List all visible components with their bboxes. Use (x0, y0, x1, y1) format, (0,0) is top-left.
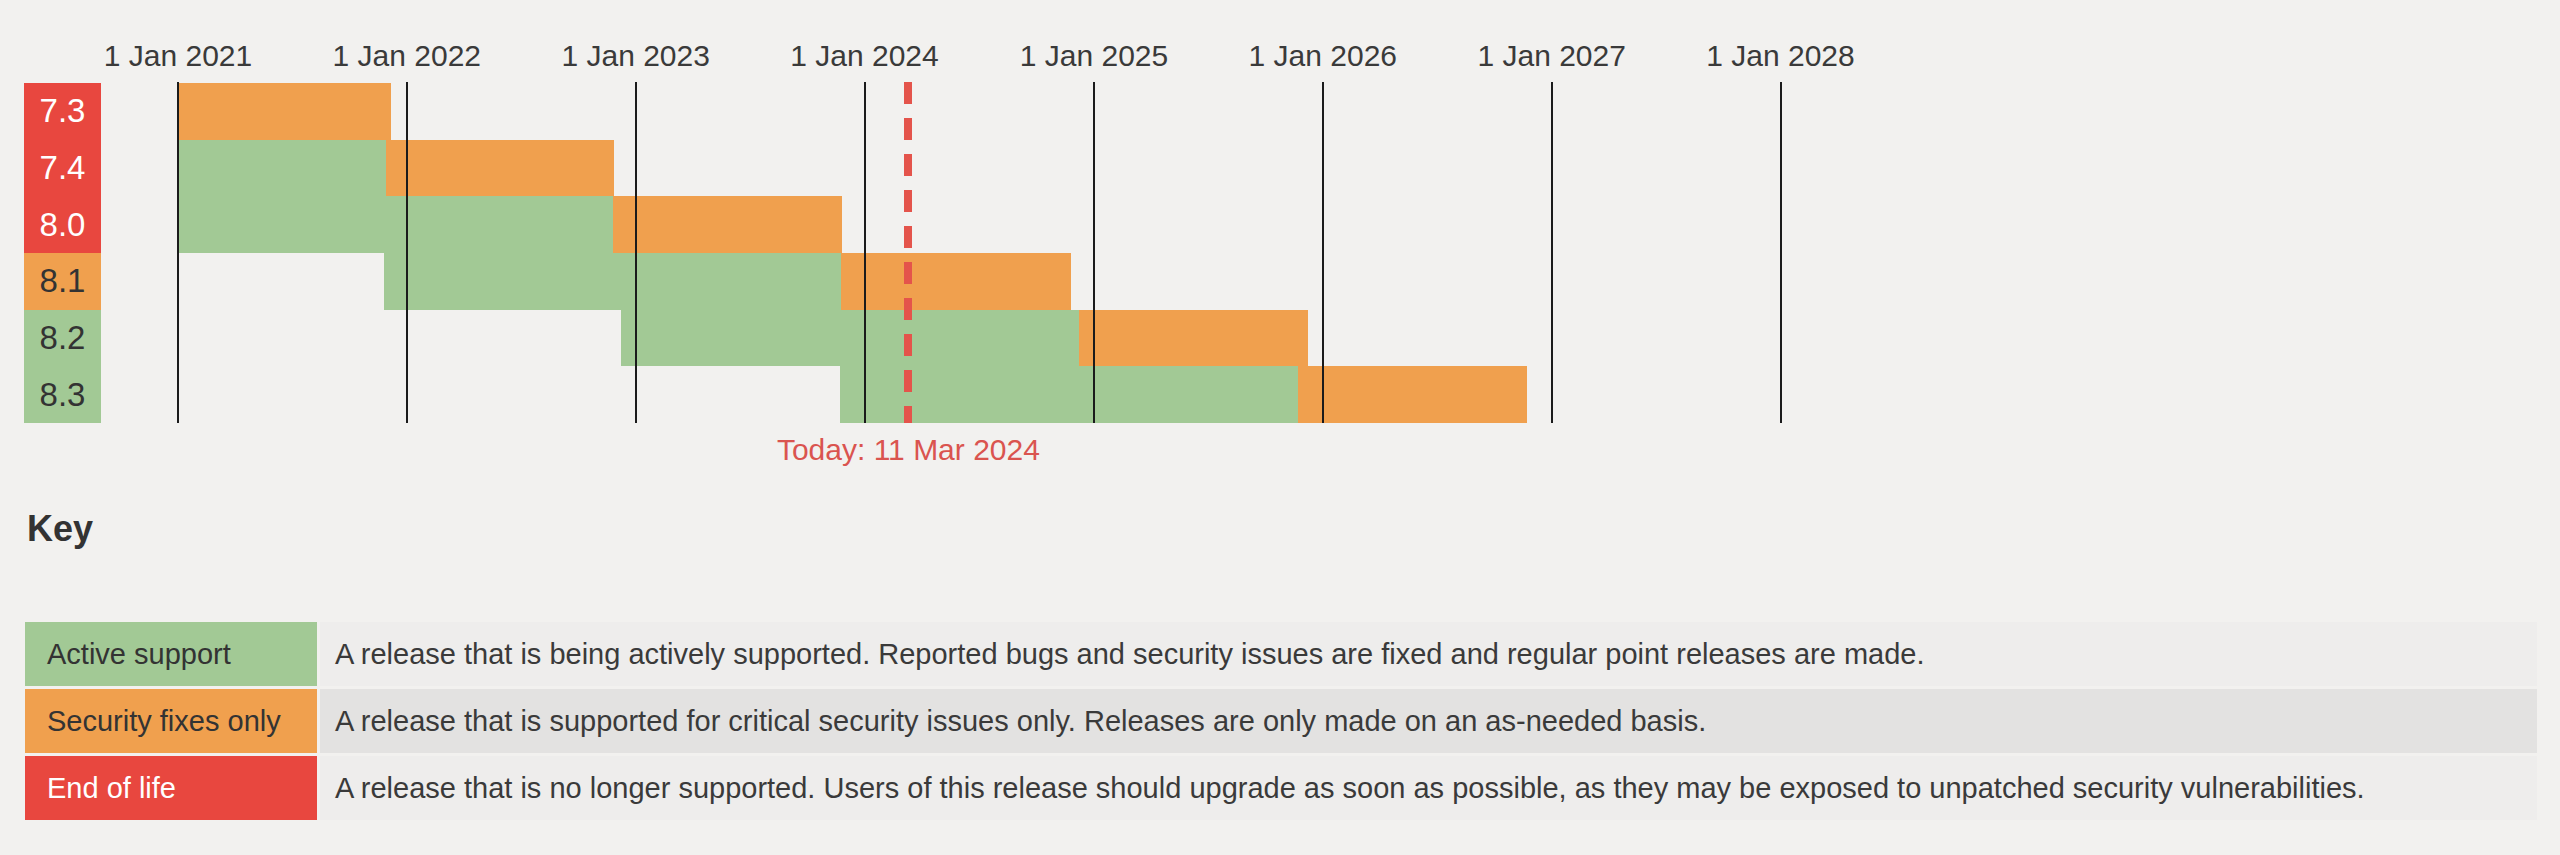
axis-tick-label: 1 Jan 2023 (561, 36, 709, 76)
bar-segment-security-7.3 (178, 83, 391, 140)
bar-segment-security-8.1 (841, 253, 1070, 310)
bar-segment-active-7.4 (178, 140, 386, 197)
version-label-8.0: 8.0 (24, 196, 101, 253)
axis-tick-label: 1 Jan 2028 (1706, 36, 1854, 76)
version-label-8.1: 8.1 (24, 253, 101, 310)
key-swatch-label-security: Security fixes only (25, 689, 317, 753)
axis-gridline (177, 82, 179, 423)
axis-gridline (635, 82, 637, 423)
axis-tick-label: 1 Jan 2022 (333, 36, 481, 76)
axis-tick-label: 1 Jan 2021 (104, 36, 252, 76)
key-title: Key (27, 508, 93, 550)
version-label-7.3: 7.3 (24, 83, 101, 140)
bar-segment-active-8.1 (384, 253, 842, 310)
axis-tick-label: 1 Jan 2026 (1249, 36, 1397, 76)
key-swatch-label-active: Active support (25, 622, 317, 686)
today-marker-label: Today: 11 Mar 2024 (777, 432, 1040, 468)
axis-tick-label: 1 Jan 2024 (790, 36, 938, 76)
axis-gridline (1551, 82, 1553, 423)
bar-segment-security-7.4 (386, 140, 615, 197)
today-marker-line (904, 82, 912, 423)
axis-gridline (1780, 82, 1782, 423)
key-description-end-of-life: A release that is no longer supported. U… (320, 756, 2537, 820)
axis-gridline (1093, 82, 1095, 423)
key-description-security: A release that is supported for critical… (320, 689, 2537, 753)
bar-segment-security-8.2 (1079, 310, 1308, 367)
bar-segment-active-8.0 (178, 196, 613, 253)
axis-gridline (406, 82, 408, 423)
axis-tick-label: 1 Jan 2027 (1477, 36, 1625, 76)
version-label-7.4: 7.4 (24, 140, 101, 197)
axis-tick-label: 1 Jan 2025 (1020, 36, 1168, 76)
bar-segment-security-8.0 (613, 196, 842, 253)
axis-gridline (1322, 82, 1324, 423)
bar-segment-active-8.2 (621, 310, 1079, 367)
version-label-8.2: 8.2 (24, 310, 101, 367)
key-swatch-label-end-of-life: End of life (25, 756, 317, 820)
php-supported-versions-page: 1 Jan 2021 1 Jan 2022 1 Jan 2023 1 Jan 2024… (0, 0, 2560, 855)
axis-gridline (864, 82, 866, 423)
bar-segment-security-8.3 (1298, 366, 1527, 423)
key-description-active: A release that is being actively support… (320, 622, 2537, 686)
version-label-8.3: 8.3 (24, 366, 101, 423)
